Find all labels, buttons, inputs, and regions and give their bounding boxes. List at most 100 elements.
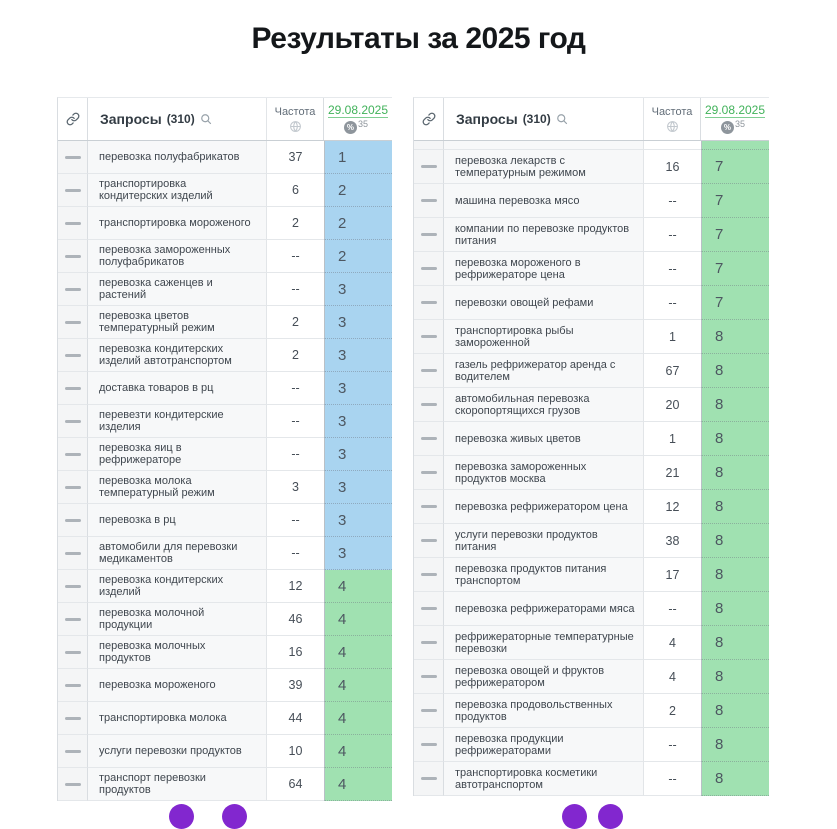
query-cell[interactable]: перевозка полуфабрикатов	[88, 141, 267, 174]
drag-handle[interactable]	[414, 694, 444, 728]
query-cell[interactable]: перевозка продовольственных продуктов	[444, 694, 644, 728]
query-cell[interactable]: перевозка лекарств с температурным режим…	[444, 150, 644, 184]
query-cell[interactable]: перевозка саженцев и растений	[88, 273, 267, 306]
query-cell[interactable]: перевозка продуктов питания транспортом	[444, 558, 644, 592]
query-cell[interactable]: перевозка яиц в рефрижераторе	[88, 438, 267, 471]
frequency-cell: --	[644, 218, 701, 252]
table-row: доставка товаров в рц -- 3	[58, 372, 392, 405]
query-cell[interactable]: перевозка замороженных продуктов москва	[444, 456, 644, 490]
query-cell[interactable]: перевозка молочных продуктов	[88, 636, 267, 669]
query-cell[interactable]: транспортировка молока	[88, 702, 267, 735]
drag-handle[interactable]	[414, 184, 444, 218]
table-row: перевозка кондитерских изделий автотранс…	[58, 339, 392, 372]
query-cell[interactable]: перевозка замороженных полуфабрикатов	[88, 240, 267, 273]
frequency-column-header[interactable]: Частота	[644, 98, 701, 140]
query-cell[interactable]: услуги перевозки продуктов питания	[444, 524, 644, 558]
query-cell[interactable]: перевозка молока температурный режим	[88, 471, 267, 504]
query-cell[interactable]: перевозки овощей рефами	[444, 286, 644, 320]
drag-handle[interactable]	[58, 240, 88, 273]
drag-handle[interactable]	[414, 762, 444, 796]
drag-handle[interactable]	[58, 537, 88, 570]
drag-handle[interactable]	[58, 504, 88, 537]
drag-handle[interactable]	[58, 570, 88, 603]
query-cell[interactable]: перевозка рефрижератором цена	[444, 490, 644, 524]
drag-handle[interactable]	[414, 592, 444, 626]
drag-handle[interactable]	[414, 558, 444, 592]
query-cell[interactable]: перевозка молочной продукции	[88, 603, 267, 636]
drag-handle-icon	[64, 782, 81, 786]
drag-handle[interactable]	[58, 768, 88, 801]
drag-handle[interactable]	[58, 438, 88, 471]
drag-handle[interactable]	[414, 252, 444, 286]
drag-handle[interactable]	[58, 273, 88, 306]
drag-handle[interactable]	[414, 524, 444, 558]
query-cell[interactable]: перевезти кондитерские изделия	[88, 405, 267, 438]
drag-handle[interactable]	[58, 702, 88, 735]
query-cell[interactable]: транспортировка мороженого	[88, 207, 267, 240]
table-row: автомобильная перевозка скоропортящихся …	[414, 388, 769, 422]
query-cell[interactable]: перевозка рефрижераторами мяса	[444, 592, 644, 626]
table-row: перевозка рефрижераторами мяса -- 8	[414, 592, 769, 626]
query-cell[interactable]: перевозка мороженого	[88, 669, 267, 702]
query-cell[interactable]: компании по перевозке продуктов питания	[444, 218, 644, 252]
drag-handle[interactable]	[58, 603, 88, 636]
queries-column-header[interactable]: Запросы (310)	[88, 98, 267, 140]
query-cell[interactable]: перевозка продукции рефрижераторами	[444, 728, 644, 762]
percent-badge-wrap: % 35	[343, 119, 368, 134]
table-row: перевозка саженцев и растений -- 3	[58, 273, 392, 306]
query-cell[interactable]: доставка товаров в рц	[88, 372, 267, 405]
drag-handle[interactable]	[58, 735, 88, 768]
query-cell[interactable]: перевозка цветов температурный режим	[88, 306, 267, 339]
query-cell[interactable]: услуги перевозки продуктов	[88, 735, 267, 768]
query-cell[interactable]: перевозка живых цветов	[444, 422, 644, 456]
drag-handle[interactable]	[414, 422, 444, 456]
drag-handle[interactable]	[58, 174, 88, 207]
queries-column-header[interactable]: Запросы (310)	[444, 98, 644, 140]
drag-handle[interactable]	[58, 141, 88, 174]
drag-handle[interactable]	[58, 372, 88, 405]
query-cell[interactable]	[444, 141, 644, 150]
query-cell[interactable]: газель рефрижератор аренда с водителем	[444, 354, 644, 388]
query-cell[interactable]: перевозка овощей и фруктов рефрижераторо…	[444, 660, 644, 694]
drag-handle[interactable]	[58, 669, 88, 702]
drag-handle[interactable]	[58, 405, 88, 438]
query-cell[interactable]: перевозка кондитерских изделий	[88, 570, 267, 603]
link-column-header[interactable]	[58, 98, 88, 140]
drag-handle[interactable]	[414, 660, 444, 694]
frequency-column-header[interactable]: Частота	[267, 98, 324, 140]
search-icon[interactable]	[556, 113, 568, 125]
query-cell[interactable]: автомобили для перевозки медикаментов	[88, 537, 267, 570]
date-link[interactable]: 29.08.2025	[704, 103, 766, 118]
query-cell[interactable]: машина перевозка мясо	[444, 184, 644, 218]
drag-handle[interactable]	[58, 306, 88, 339]
drag-handle[interactable]	[414, 456, 444, 490]
query-cell[interactable]: перевозка в рц	[88, 504, 267, 537]
drag-handle[interactable]	[58, 207, 88, 240]
drag-handle[interactable]	[414, 354, 444, 388]
drag-handle[interactable]	[58, 471, 88, 504]
link-column-header[interactable]	[414, 98, 444, 140]
search-icon[interactable]	[200, 113, 212, 125]
date-link[interactable]: 29.08.2025	[327, 103, 389, 118]
drag-handle[interactable]	[414, 286, 444, 320]
drag-handle[interactable]	[58, 636, 88, 669]
link-icon	[422, 112, 436, 126]
query-cell[interactable]: перевозка мороженого в рефрижераторе цен…	[444, 252, 644, 286]
drag-handle-icon	[64, 386, 81, 390]
query-cell[interactable]: перевозка кондитерских изделий автотранс…	[88, 339, 267, 372]
drag-handle[interactable]	[414, 320, 444, 354]
query-cell[interactable]: автомобильная перевозка скоропортящихся …	[444, 388, 644, 422]
drag-handle[interactable]	[414, 490, 444, 524]
drag-handle[interactable]	[414, 626, 444, 660]
query-cell[interactable]: транспортировка кондитерских изделий	[88, 174, 267, 207]
drag-handle[interactable]	[414, 141, 444, 150]
query-cell[interactable]: рефрижераторные температурные перевозки	[444, 626, 644, 660]
query-cell[interactable]: транспортировка рыбы замороженной	[444, 320, 644, 354]
query-cell[interactable]: транспорт перевозки продуктов	[88, 768, 267, 801]
drag-handle[interactable]	[414, 388, 444, 422]
query-cell[interactable]: транспортировка косметики автотранспорто…	[444, 762, 644, 796]
drag-handle[interactable]	[414, 728, 444, 762]
drag-handle[interactable]	[58, 339, 88, 372]
drag-handle[interactable]	[414, 150, 444, 184]
drag-handle[interactable]	[414, 218, 444, 252]
